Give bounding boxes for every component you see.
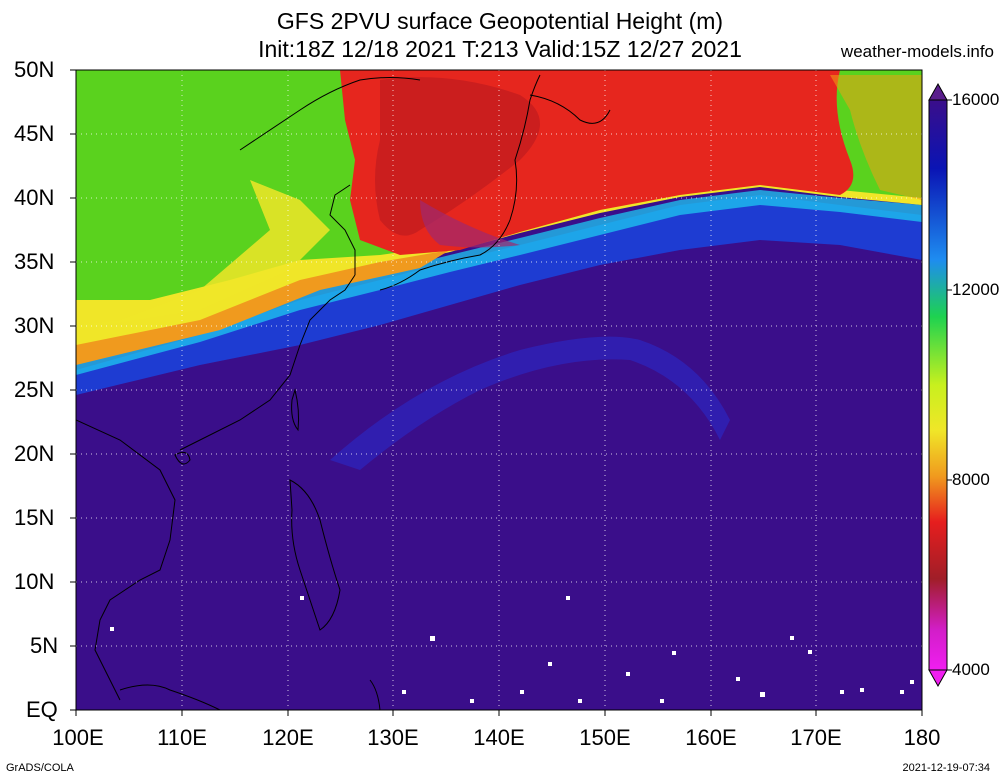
lon-label-120e: 120E (262, 725, 314, 750)
lat-label-eq: EQ (26, 697, 58, 722)
lon-label-150e: 150E (579, 725, 631, 750)
axis-ticks (70, 69, 923, 716)
mainland-north-coast (239, 77, 421, 151)
lat-label-35n: 35N (14, 249, 55, 274)
map-subtitle: Init:18Z 12/18 2021 T:213 Valid:15Z 12/2… (258, 36, 742, 62)
colorbar-label-4000: 4000 (952, 660, 990, 679)
colorbar-label-8000: 8000 (952, 470, 990, 489)
footer-software-label: GrADS/COLA (6, 762, 74, 774)
footer-timestamp: 2021-12-19-07:34 (902, 762, 990, 774)
lon-label-110e: 110E (157, 725, 207, 750)
hokkaido-sakhalin (529, 94, 611, 124)
colorbar-label-12000: 12000 (952, 280, 1000, 299)
lon-label-130e: 130E (367, 725, 419, 750)
lon-label-100e: 100E (52, 725, 104, 750)
magenta-streak (420, 200, 520, 248)
lat-label-5n: 5N (30, 633, 59, 658)
lat-label-10n: 10N (14, 569, 55, 594)
lat-label-45n: 45N (14, 121, 55, 146)
lat-label-30n: 30N (14, 313, 55, 338)
colorbar-bottom-arrow (928, 669, 948, 688)
colorbar (928, 82, 952, 688)
lon-label-160e: 160E (685, 725, 737, 750)
philippines (289, 479, 341, 631)
dark-red-core (375, 77, 540, 236)
taiwan-island (291, 388, 300, 432)
map-title: GFS 2PVU surface Geopotential Height (m) (276, 8, 724, 34)
credit-label: weather-models.info (840, 42, 994, 61)
new-guinea-tip (369, 679, 381, 710)
colorbar-body (928, 99, 948, 671)
lon-label-140e: 140E (473, 725, 525, 750)
coastlines (76, 74, 611, 710)
upper-right-speckle (830, 75, 922, 200)
yellow-tongue (76, 180, 330, 330)
missing-data-dots (110, 596, 914, 703)
colorbar-top-arrow (928, 82, 948, 101)
grid (76, 70, 922, 710)
lat-label-15n: 15N (14, 505, 55, 530)
indochina-coast (76, 419, 176, 701)
cyan-band (76, 190, 922, 375)
borneo-north (119, 684, 221, 710)
colorbar-label-16000: 16000 (952, 90, 1000, 109)
lat-label-50n: 50N (14, 57, 55, 82)
tropical-plume (330, 336, 730, 470)
korea-coast (329, 184, 356, 275)
lat-label-25n: 25N (14, 377, 55, 402)
japan-honshu (379, 74, 541, 291)
hainan-island (174, 451, 191, 465)
orange-band (76, 250, 450, 365)
lat-label-20n: 20N (14, 441, 55, 466)
lon-label-170e: 170E (790, 725, 842, 750)
china-coast (179, 274, 356, 451)
lon-label-180: 180 (903, 725, 941, 750)
lat-label-40n: 40N (14, 185, 55, 210)
